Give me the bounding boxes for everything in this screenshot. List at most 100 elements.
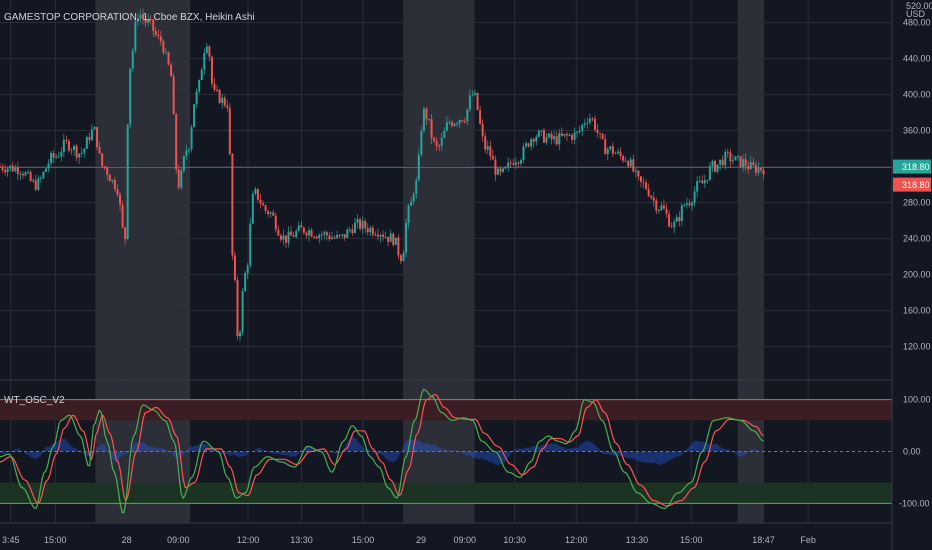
candle [6,166,9,178]
price-tick-label: 480.00 [903,18,931,28]
candle [616,148,619,155]
candle [399,253,402,265]
candle [578,125,581,135]
candle [731,154,734,165]
candle [456,121,459,127]
candle [318,233,321,244]
candle [711,159,714,172]
candle [282,229,285,246]
candle [297,221,300,232]
candle [175,113,178,174]
candle [75,143,78,162]
candle [88,132,91,145]
candle [208,44,211,62]
candle [571,132,574,144]
oscillator-axis[interactable]: 100.00 0.00 -100.00 [899,395,931,509]
candle [629,156,632,168]
candle [170,62,173,77]
candle [622,154,625,164]
candle [415,176,418,199]
candle [481,119,484,142]
candle [121,200,124,230]
candle [78,153,81,164]
candle [514,157,517,170]
candle [136,12,139,26]
candle [193,103,196,128]
candle [16,161,19,181]
candle [70,147,73,155]
candle [131,48,134,73]
candle [560,127,563,137]
time-tick-label: 09:00 [167,535,190,545]
candle [382,230,385,241]
wt-oscillator[interactable] [0,388,764,514]
candle [721,155,724,167]
candle [180,166,183,191]
candle [213,77,216,93]
price-candles[interactable] [0,8,892,342]
price-tick-label: 360.00 [903,126,931,136]
candle [724,149,727,170]
candle [647,183,650,198]
candle [313,235,316,240]
candle [435,137,438,151]
candle [57,151,60,158]
candle [601,132,604,140]
osc-tick-label: 100.00 [903,395,931,405]
candle [98,141,101,155]
candle [353,217,356,234]
candle [619,147,622,160]
candle [267,209,270,218]
candle [272,209,275,217]
svg-text:318.80: 318.80 [902,180,930,190]
candle [512,158,515,166]
candle [27,169,30,174]
candle [200,67,203,81]
candle [499,166,502,176]
candle [351,224,354,236]
candle [172,73,175,115]
candle [678,211,681,227]
candle [24,170,27,177]
candle [573,127,576,145]
candle [210,55,213,88]
indicator-title[interactable]: WT_OSC_V2 [4,395,65,406]
candle [4,164,7,176]
candle [458,119,461,128]
time-tick-label: 15:00 [44,535,67,545]
chart-title: GAMESTOP CORPORATION, 1, Cboe BZX, Heiki… [4,12,255,23]
price-tick-label: 400.00 [903,90,931,100]
candle [471,90,474,97]
candle [553,131,556,144]
price-axis[interactable]: 120.00 160.00 200.00 240.00 280.00 360.00 400.… [903,18,931,352]
candle [249,217,252,269]
candle [698,175,701,183]
candle [639,175,642,188]
candle [706,179,709,184]
candle [310,227,313,238]
candle [9,165,12,172]
candle [323,229,326,240]
candle [428,119,431,122]
time-axis[interactable]: 3:45 15:00 28 09:00 12:00 13:30 15:00 29 09:00 10… [2,535,816,545]
price-tick-label: 240.00 [903,234,931,244]
candle [113,176,116,192]
candle [205,43,208,55]
candle [277,225,280,237]
candle [330,232,333,240]
candle [530,137,533,151]
overbought-zone [0,399,892,421]
candle [665,203,668,218]
candle [139,9,142,23]
candle [468,89,471,112]
candle [759,167,762,173]
candle [657,208,660,214]
candle [111,179,114,184]
oversold-zone [0,482,892,504]
candle [93,126,96,130]
candle [167,51,170,66]
price-tick-label: 200.00 [903,270,931,280]
candle [154,26,157,38]
candle [568,133,571,137]
